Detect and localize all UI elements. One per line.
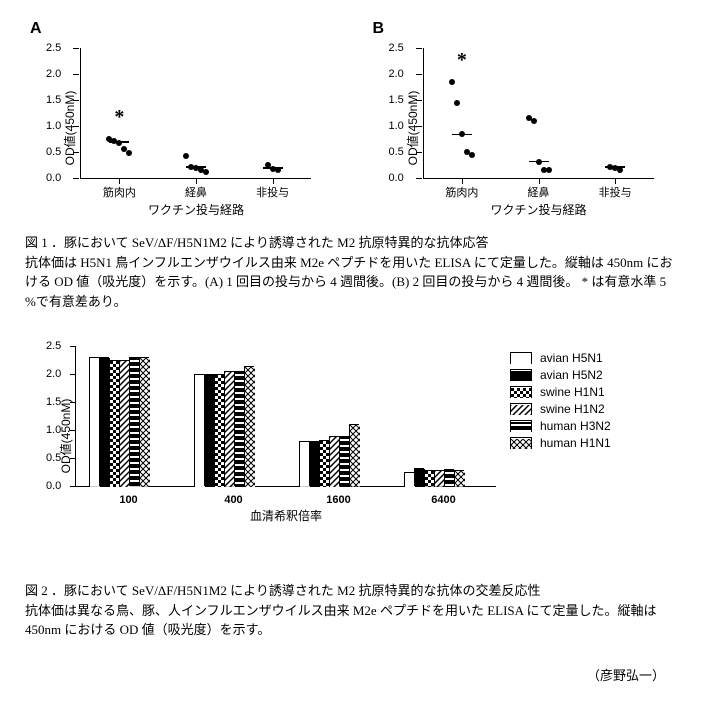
fig2-caption-body: 抗体価は異なる鳥、豚、人インフルエンザウイルス由来 M2e ペプチドを用いた E…: [25, 603, 657, 638]
panel-a: A 0.00.51.01.52.02.5筋肉内*経鼻非投与ワクチン投与経路OD値…: [20, 20, 343, 218]
figure1-caption: 図 1 ．豚において SeV/ΔF/H5N1M2 により誘導された M2 抗原特…: [25, 233, 680, 311]
panel-b: B 0.00.51.01.52.02.5筋肉内*経鼻非投与ワクチン投与経路OD値…: [363, 20, 686, 218]
figure2-caption: 図 2 ．豚において SeV/ΔF/H5N1M2 により誘導された M2 抗原特…: [25, 581, 680, 640]
fig2-caption-title: 図 2 ．豚において SeV/ΔF/H5N1M2 により誘導された M2 抗原特…: [25, 583, 540, 598]
scatter-chart-b: 0.00.51.01.52.02.5筋肉内*経鼻非投与ワクチン投与経路OD値(4…: [363, 38, 673, 218]
bar-chart: 0.00.51.01.52.02.510040016006400血清希釈倍率OD…: [20, 336, 680, 536]
fig1-caption-body: 抗体価は H5N1 鳥インフルエンザウイルス由来 M2e ペプチドを用いた EL…: [25, 255, 672, 309]
fig1-caption-title: 図 1 ．豚において SeV/ΔF/H5N1M2 により誘導された M2 抗原特…: [25, 235, 488, 250]
panel-a-label: A: [30, 20, 343, 38]
author-name: （彦野弘一）: [20, 665, 665, 684]
scatter-chart-a: 0.00.51.01.52.02.5筋肉内*経鼻非投与ワクチン投与経路OD値(4…: [20, 38, 330, 218]
panel-b-label: B: [373, 20, 686, 38]
figure1-row: A 0.00.51.01.52.02.5筋肉内*経鼻非投与ワクチン投与経路OD値…: [20, 20, 685, 218]
